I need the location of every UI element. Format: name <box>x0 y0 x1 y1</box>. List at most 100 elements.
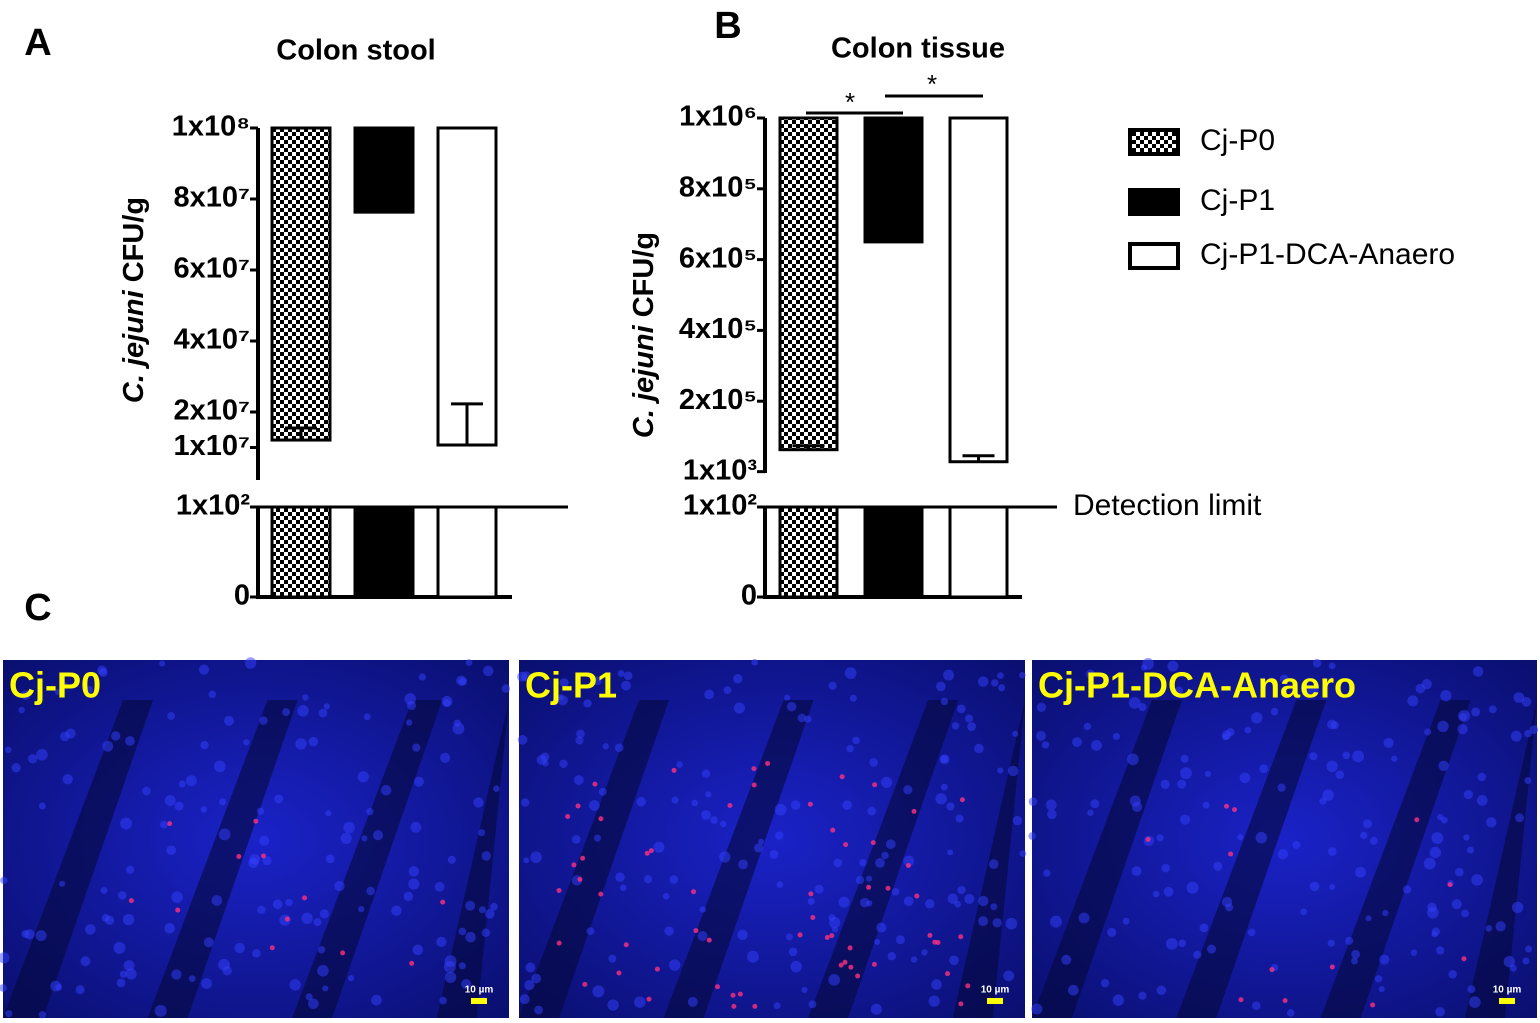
bacteria-signal <box>260 853 266 859</box>
nucleus <box>869 758 878 767</box>
nucleus <box>461 979 472 990</box>
nucleus <box>465 931 476 943</box>
y-tick-label: 1x10⁷ <box>174 430 250 462</box>
bar-upper <box>778 116 839 452</box>
nucleus <box>1365 915 1372 922</box>
bacteria-signal <box>797 932 803 938</box>
nucleus <box>200 740 209 750</box>
nucleus <box>1379 954 1390 965</box>
nucleus <box>1407 695 1419 707</box>
nucleus <box>947 893 958 905</box>
nucleus <box>100 887 108 894</box>
nucleus <box>1391 755 1398 762</box>
legend-swatch <box>1128 242 1180 270</box>
nucleus <box>669 875 679 884</box>
bacteria-signal <box>167 821 173 827</box>
nucleus <box>36 748 48 761</box>
nucleus <box>60 731 70 742</box>
nucleus <box>997 767 1004 774</box>
nucleus <box>126 865 135 874</box>
micrograph <box>517 659 1027 1018</box>
nucleus <box>621 680 631 691</box>
crypt-lumen <box>1032 700 1182 1018</box>
nucleus <box>881 851 889 860</box>
nucleus <box>123 960 135 972</box>
nucleus <box>357 771 369 783</box>
nucleus <box>166 845 177 856</box>
nucleus <box>855 875 865 885</box>
nucleus <box>733 702 745 714</box>
bacteria-signal <box>1145 836 1151 842</box>
bar-lower <box>863 505 924 599</box>
bacteria-signal <box>671 767 677 773</box>
nucleus <box>27 754 38 764</box>
nucleus <box>1435 1007 1445 1017</box>
bacteria-signal <box>1414 817 1420 823</box>
nucleus <box>519 994 530 1005</box>
nucleus <box>308 736 319 747</box>
nucleus <box>940 697 949 706</box>
nucleus <box>636 796 646 807</box>
nucleus <box>1199 923 1209 933</box>
nucleus <box>224 715 235 726</box>
nucleus <box>1202 801 1210 809</box>
bacteria-signal <box>1461 956 1467 962</box>
nucleus <box>571 835 581 844</box>
nucleus <box>171 891 183 903</box>
bar-lower <box>948 505 1009 599</box>
nucleus <box>801 986 808 994</box>
nucleus <box>408 866 420 877</box>
bacteria-signal <box>958 934 964 940</box>
nucleus <box>1437 720 1449 733</box>
nucleus <box>1206 944 1217 954</box>
nucleus <box>828 681 837 690</box>
nucleus <box>620 884 627 892</box>
nucleus <box>559 678 569 688</box>
y-tick-label: 0 <box>234 580 250 612</box>
bacteria-signal <box>175 907 181 913</box>
y-tick-label: 1x10⁶ <box>679 101 757 133</box>
nucleus <box>1503 956 1516 968</box>
nucleus <box>1091 740 1102 751</box>
nucleus <box>1156 834 1164 842</box>
nucleus <box>322 985 329 992</box>
nucleus <box>1213 861 1223 871</box>
y-axis-label-text: CFU/g <box>118 197 150 282</box>
bacteria-signal <box>302 895 308 901</box>
nucleus <box>1237 834 1244 841</box>
nucleus <box>248 857 259 869</box>
nucleus <box>343 821 355 834</box>
nucleus <box>719 851 731 863</box>
nucleus <box>222 966 232 976</box>
nucleus <box>1424 728 1432 736</box>
nucleus <box>751 659 759 666</box>
nucleus <box>992 918 1002 928</box>
nucleus <box>828 973 841 986</box>
nucleus <box>1126 753 1139 766</box>
bacteria-signal <box>843 842 849 848</box>
nucleus <box>75 985 85 995</box>
crypt-lumen <box>1176 700 1327 1018</box>
bacteria-signal <box>714 984 720 990</box>
nucleus <box>833 858 843 868</box>
nucleus <box>531 973 542 984</box>
nucleus <box>1163 886 1174 897</box>
nucleus <box>1351 949 1360 959</box>
nucleus <box>903 855 915 867</box>
nucleus <box>1352 750 1365 763</box>
nucleus <box>747 950 759 963</box>
y-tick-label: 0 <box>741 580 757 612</box>
nucleus <box>705 791 712 798</box>
bar-lower <box>436 505 498 599</box>
bacteria-signal <box>885 885 891 891</box>
nucleus <box>164 795 176 806</box>
nucleus <box>524 979 535 991</box>
nucleus <box>867 806 877 816</box>
bar-lower <box>778 505 839 599</box>
nucleus <box>859 859 867 867</box>
nucleus <box>1036 730 1046 741</box>
scale-bar-label: 10 µm <box>1493 985 1522 996</box>
bacteria-signal <box>691 889 697 895</box>
nucleus <box>325 810 332 817</box>
nucleus <box>274 794 284 804</box>
